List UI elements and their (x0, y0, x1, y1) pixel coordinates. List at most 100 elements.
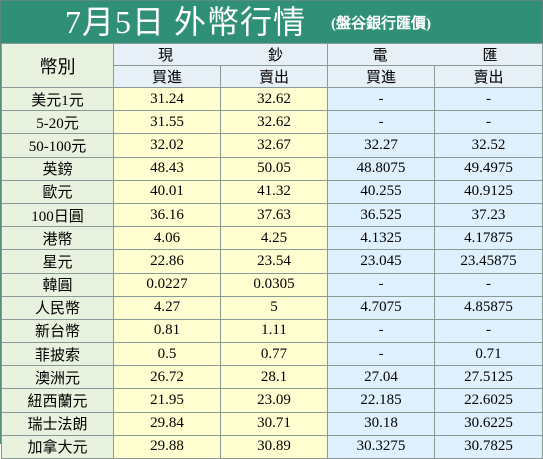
currency-name-cell: 瑞士法朗 (1, 411, 114, 436)
cash-buy-cell: 32.02 (113, 133, 221, 158)
rate-rows: 美元1元 31.24 32.62- -5-20元 31.55 32.62- -50-100元… (1, 86, 543, 459)
cash-sell-cell: 5 (219, 295, 329, 320)
table-row: 港幣 4.06 4.25 4.1325 4.17875 (1, 226, 543, 251)
wire-buy-header: 買進 (327, 65, 436, 88)
table-row: 100日圓 36.16 37.63 36.525 37.23 (1, 202, 543, 228)
table-row: 瑞士法朗 29.84 30.71 30.18 30.6225 (1, 411, 543, 436)
cash-buy-cell: 29.88 (113, 434, 221, 459)
table-row: 美元1元 31.24 32.62- - (1, 86, 543, 112)
wire-sell-cell: 40.9125 (434, 179, 543, 204)
wire-sell-cell: 4.85875 (434, 295, 543, 320)
currency-name-cell: 港幣 (1, 226, 114, 251)
cash-buy-cell: 36.16 (113, 202, 221, 228)
table-row: 澳洲元 26.72 28.1 27.04 27.5125 (1, 365, 543, 390)
wire-buy-cell: 22.185 (327, 388, 436, 413)
wire-buy-cell: 4.7075 (327, 295, 436, 320)
currency-name-cell: 5-20元 (1, 110, 114, 135)
wire-sell-header: 賣出 (434, 65, 543, 88)
wire-sell-cell: 0.71 (434, 342, 543, 367)
currency-name-cell: 歐元 (1, 179, 114, 204)
wire-sell-cell: - (434, 110, 543, 135)
currency-name-cell: 人民幣 (1, 295, 114, 320)
table-row: 加拿大元 29.88 30.89 30.3275 30.7825 (1, 434, 543, 459)
currency-name-cell: 紐西蘭元 (1, 388, 114, 413)
currency-name-cell: 100日圓 (1, 202, 114, 228)
table-row: 人民幣 4.27 5 4.7075 4.85875 (1, 295, 543, 320)
cash-sell-cell: 32.62 (219, 110, 329, 135)
cash-sell-cell: 41.32 (219, 179, 329, 204)
table-row: 5-20元 31.55 32.62- - (1, 110, 543, 135)
table-row: 新台幣 0.81 1.11- - (1, 318, 543, 344)
wire-buy-cell: 4.1325 (327, 226, 436, 251)
wire-sell-cell: - (434, 272, 543, 297)
table-row: 韓圓 0.0227 0.0305- - (1, 272, 543, 297)
wire-buy-cell: 32.27 (327, 133, 436, 158)
cash-buy-cell: 4.06 (113, 226, 221, 251)
cash-group-header: 現 鈔 (112, 43, 329, 66)
cash-sell-cell: 23.54 (219, 249, 329, 274)
cash-buy-cell: 31.24 (113, 86, 221, 112)
cash-buy-cell: 40.01 (113, 179, 221, 204)
table-row: 50-100元 32.02 32.67 32.27 32.52 (1, 133, 543, 158)
wire-buy-cell: 36.525 (327, 202, 436, 228)
wire-sell-cell: 23.45875 (434, 249, 543, 274)
table-row: 星元 22.86 23.54 23.045 23.45875 (1, 249, 543, 274)
currency-name-cell: 韓圓 (1, 272, 114, 297)
wire-buy-cell: - (327, 110, 436, 135)
wire-sell-cell: 4.17875 (434, 226, 543, 251)
table-row: 英鎊 48.43 50.05 48.8075 49.4975 (1, 156, 543, 181)
wire-sell-cell: - (434, 318, 543, 344)
page-title: 7月5日 外幣行情 (65, 4, 307, 40)
cash-buy-cell: 0.0227 (113, 272, 221, 297)
cash-sell-cell: 32.67 (219, 133, 329, 158)
wire-sell-cell: 30.7825 (434, 434, 543, 459)
cash-sell-header: 賣出 (219, 65, 329, 88)
cash-sell-cell: 0.77 (219, 342, 329, 367)
wire-buy-cell: - (327, 86, 436, 112)
wire-sell-cell: 22.6025 (434, 388, 543, 413)
cash-sell-cell: 0.0305 (219, 272, 329, 297)
cash-sell-cell: 32.62 (219, 86, 329, 112)
cash-buy-cell: 26.72 (113, 365, 221, 390)
wire-buy-cell: 30.3275 (327, 434, 436, 459)
cash-sell-cell: 1.11 (219, 318, 329, 344)
wire-buy-cell: 27.04 (327, 365, 436, 390)
cash-buy-cell: 48.43 (113, 156, 221, 181)
wire-buy-cell: 30.18 (327, 411, 436, 436)
currency-name-cell: 新台幣 (1, 318, 114, 344)
cash-sell-cell: 28.1 (219, 365, 329, 390)
cash-sell-cell: 23.09 (219, 388, 329, 413)
currency-name-cell: 美元1元 (1, 86, 114, 112)
cash-sell-cell: 50.05 (219, 156, 329, 181)
table-row: 菲披索 0.5 0.77-0.71 (1, 342, 543, 367)
bank-source-label: (盤谷銀行匯價) (331, 16, 431, 32)
wire-sell-cell: 30.6225 (434, 411, 543, 436)
currency-name-cell: 菲披索 (1, 342, 114, 367)
cash-buy-cell: 31.55 (113, 110, 221, 135)
cash-buy-cell: 21.95 (113, 388, 221, 413)
cash-sell-cell: 30.71 (219, 411, 329, 436)
wire-buy-cell: 48.8075 (327, 156, 436, 181)
currency-name-cell: 英鎊 (1, 156, 114, 181)
currency-name-cell: 加拿大元 (1, 434, 114, 459)
wire-sell-cell: 32.52 (434, 133, 543, 158)
currency-name-cell: 澳洲元 (1, 365, 114, 390)
table-row: 歐元 40.01 41.32 40.255 40.9125 (1, 179, 543, 204)
cash-buy-cell: 29.84 (113, 411, 221, 436)
wire-buy-cell: - (327, 342, 436, 367)
cash-sell-cell: 30.89 (219, 434, 329, 459)
cash-buy-cell: 0.5 (113, 342, 221, 367)
wire-sell-cell: 49.4975 (434, 156, 543, 181)
wire-buy-cell: 23.045 (327, 249, 436, 274)
title-bar: 7月5日 外幣行情 (盤谷銀行匯價) (1, 1, 542, 43)
wire-buy-cell: - (327, 318, 436, 344)
wire-sell-cell: - (434, 86, 543, 112)
cash-buy-cell: 0.81 (113, 318, 221, 344)
currency-name-cell: 50-100元 (1, 133, 114, 158)
wire-buy-cell: 40.255 (327, 179, 436, 204)
wire-buy-cell: - (327, 272, 436, 297)
exchange-rate-table: 幣別 現 鈔 電 匯 買進 賣出 買進 賣出 美元1元 31.24 32.62- -5… (1, 43, 543, 459)
currency-name-cell: 星元 (1, 249, 114, 274)
wire-sell-cell: 27.5125 (434, 365, 543, 390)
